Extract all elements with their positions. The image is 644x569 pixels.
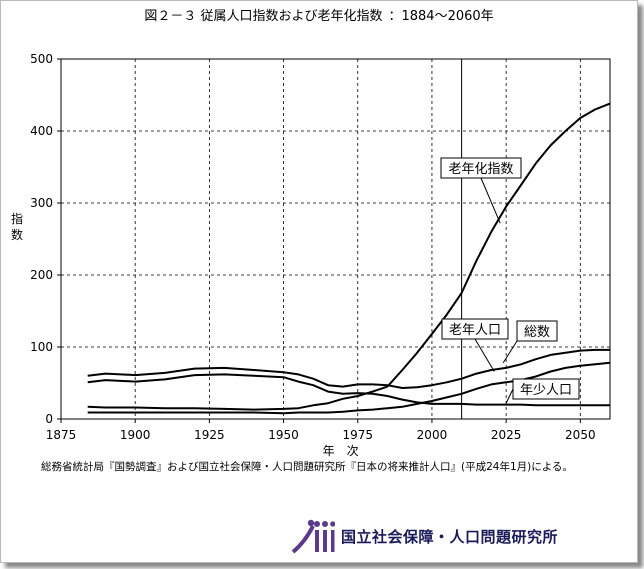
y-tick-label: 500 xyxy=(30,52,53,66)
annotation-leader xyxy=(503,341,517,363)
x-tick-label: 1975 xyxy=(342,428,373,442)
annotation-leader xyxy=(481,178,500,223)
y-axis-label: 指数 xyxy=(11,211,23,242)
line-chart: 1875 1900 1925 1950 1975 2000 2025 2050 0 100 200 3… xyxy=(1,1,637,471)
plot-area-border xyxy=(61,59,610,419)
annotation-label: 老年人口 xyxy=(449,323,501,338)
source-note: 総務省統計局『国勢調査』および国立社会保障・人口問題研究所『日本の将来推計人口』… xyxy=(41,461,638,474)
x-tick-label: 2025 xyxy=(491,428,522,442)
x-tick-label: 2000 xyxy=(417,428,448,442)
annotation-label: 年少人口 xyxy=(520,383,572,398)
x-axis-label: 年 次 xyxy=(323,444,359,458)
y-tick-label: 0 xyxy=(45,412,53,426)
x-tick-label: 1950 xyxy=(268,428,299,442)
y-tick-label: 300 xyxy=(30,196,53,210)
organization-logo: iii 国立社会保障・人口問題研究所 xyxy=(291,516,558,556)
annotation-label: 総数 xyxy=(524,325,550,340)
x-tick-label: 1900 xyxy=(120,428,151,442)
y-tick-label: 200 xyxy=(30,268,53,282)
x-tick-label: 1875 xyxy=(46,428,77,442)
series-line-0 xyxy=(88,104,610,410)
ipss-logo-icon: iii xyxy=(291,518,335,554)
y-tick-label: 400 xyxy=(30,124,53,138)
annotation-leader xyxy=(506,389,513,403)
organization-name: 国立社会保障・人口問題研究所 xyxy=(341,526,558,547)
annotation-label: 老年化指数 xyxy=(448,162,513,177)
annotation-leader xyxy=(475,339,494,371)
logo-mark-letters: iii xyxy=(291,518,293,519)
x-tick-label: 1925 xyxy=(194,428,225,442)
x-tick-label: 2050 xyxy=(565,428,596,442)
y-tick-label: 100 xyxy=(30,340,53,354)
